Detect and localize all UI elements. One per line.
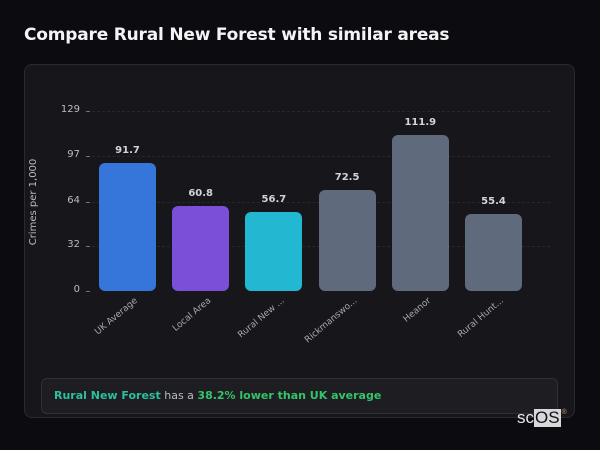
- bar[interactable]: [318, 189, 376, 291]
- insight-area-name: Rural New Forest: [54, 389, 161, 402]
- insight-stat: 38.2% lower than UK average: [197, 389, 382, 402]
- logo-sc: sc: [517, 408, 534, 427]
- bar-value-label: 91.7: [115, 145, 140, 157]
- y-tick-mark: [86, 291, 90, 292]
- y-tick-mark: [86, 246, 90, 248]
- page-title: Compare Rural New Forest with similar ar…: [24, 25, 450, 45]
- bar-value-label: 72.5: [334, 171, 360, 183]
- bar-value-label: 56.7: [261, 193, 287, 205]
- y-tick-label: 129: [60, 104, 80, 115]
- gridline: [92, 111, 550, 112]
- bar[interactable]: [172, 206, 230, 291]
- insight-connector: has a: [160, 389, 198, 402]
- y-tick-mark: [86, 155, 90, 157]
- bar[interactable]: [99, 163, 156, 291]
- bar-value-label: 60.8: [188, 188, 214, 200]
- insight-banner: Rural New Forest has a 38.2% lower than …: [41, 378, 558, 414]
- bar[interactable]: [391, 134, 449, 291]
- y-tick-label: 97: [67, 148, 80, 160]
- logo-os: OS: [534, 408, 561, 427]
- y-tick-mark: [86, 111, 90, 112]
- bar-value-label: 55.4: [481, 195, 506, 207]
- bar-value-label: 111.9: [404, 116, 437, 128]
- y-tick-mark: [86, 201, 90, 203]
- y-axis-label: Crimes per 1,000: [28, 158, 39, 246]
- bar[interactable]: [465, 213, 522, 291]
- bar[interactable]: [245, 211, 303, 291]
- gridline: [92, 155, 550, 157]
- scos-logo: sc OS ®: [517, 409, 567, 427]
- y-tick-label: 64: [67, 194, 80, 206]
- y-tick-label: 0: [73, 284, 80, 295]
- y-tick-label: 32: [67, 239, 80, 251]
- registered-icon: ®: [561, 409, 567, 416]
